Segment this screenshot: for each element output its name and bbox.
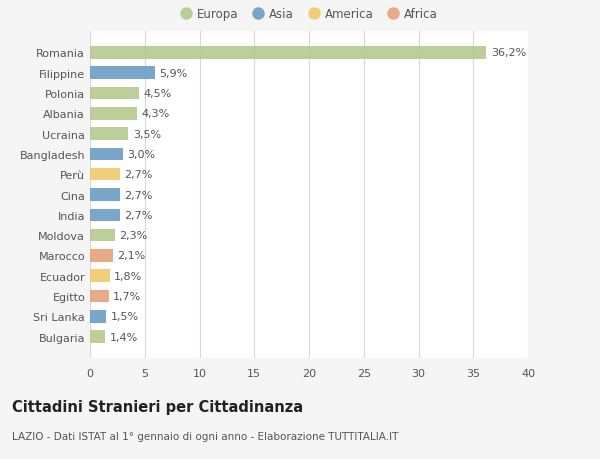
Bar xyxy=(90,88,139,100)
Text: 1,8%: 1,8% xyxy=(114,271,142,281)
Text: 2,1%: 2,1% xyxy=(118,251,146,261)
Text: 3,5%: 3,5% xyxy=(133,129,161,139)
Text: 1,4%: 1,4% xyxy=(110,332,138,342)
Text: 1,5%: 1,5% xyxy=(111,312,139,322)
Text: 2,7%: 2,7% xyxy=(124,170,152,180)
Text: 4,5%: 4,5% xyxy=(143,89,172,99)
Text: LAZIO - Dati ISTAT al 1° gennaio di ogni anno - Elaborazione TUTTITALIA.IT: LAZIO - Dati ISTAT al 1° gennaio di ogni… xyxy=(12,431,398,442)
Bar xyxy=(90,310,106,323)
Bar xyxy=(90,128,128,140)
Bar xyxy=(90,209,119,222)
Legend: Europa, Asia, America, Africa: Europa, Asia, America, Africa xyxy=(178,6,440,23)
Bar xyxy=(90,67,155,80)
Text: Cittadini Stranieri per Cittadinanza: Cittadini Stranieri per Cittadinanza xyxy=(12,399,303,414)
Text: 3,0%: 3,0% xyxy=(127,150,155,160)
Text: 5,9%: 5,9% xyxy=(159,68,187,78)
Bar xyxy=(90,330,106,343)
Text: 2,7%: 2,7% xyxy=(124,190,152,200)
Bar xyxy=(90,189,119,202)
Bar xyxy=(90,290,109,302)
Text: 1,7%: 1,7% xyxy=(113,291,141,302)
Text: 4,3%: 4,3% xyxy=(142,109,170,119)
Text: 2,3%: 2,3% xyxy=(119,230,148,241)
Text: 36,2%: 36,2% xyxy=(491,48,526,58)
Bar xyxy=(90,47,487,60)
Bar xyxy=(90,270,110,282)
Text: 2,7%: 2,7% xyxy=(124,210,152,220)
Bar xyxy=(90,250,113,262)
Bar xyxy=(90,168,119,181)
Bar xyxy=(90,230,115,242)
Bar xyxy=(90,108,137,120)
Bar xyxy=(90,148,123,161)
